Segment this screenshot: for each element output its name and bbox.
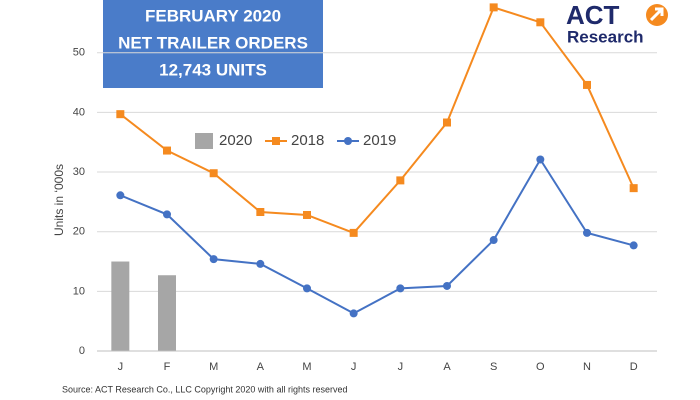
marker <box>536 155 545 164</box>
marker <box>396 176 405 185</box>
x-tick-label: S <box>490 361 497 373</box>
line <box>119 6 635 235</box>
legend-marker <box>272 137 280 145</box>
marker <box>303 284 311 293</box>
marker <box>116 110 125 119</box>
y-tick-label: 50 <box>73 47 85 59</box>
marker <box>163 210 171 219</box>
marker <box>443 118 451 127</box>
marker <box>396 284 405 293</box>
x-tick-label: J <box>351 361 357 373</box>
logo-text: ACT <box>566 0 620 30</box>
marker <box>163 146 171 155</box>
logo-arrow <box>649 7 664 22</box>
marker <box>209 255 218 264</box>
bar <box>158 275 176 351</box>
legend-label: 2019 <box>363 132 396 149</box>
logo-text: Research <box>567 27 644 46</box>
marker <box>209 169 218 178</box>
marker <box>489 236 498 245</box>
marker <box>443 281 451 290</box>
x-tick-label: A <box>443 361 451 373</box>
title-line: FEBRUARY 2020 <box>145 6 281 25</box>
title-box <box>103 0 323 88</box>
line <box>119 157 634 315</box>
marker <box>256 208 265 217</box>
x-tick-label: F <box>164 361 171 373</box>
x-tick-label: J <box>118 361 124 373</box>
y-tick-label: 0 <box>79 345 85 357</box>
x-tick-label: M <box>209 361 218 373</box>
marker <box>536 18 545 27</box>
marker <box>349 309 358 318</box>
x-tick-label: A <box>257 361 265 373</box>
y-tick-label: 30 <box>73 166 85 178</box>
marker <box>629 241 638 250</box>
x-tick-label: M <box>302 361 311 373</box>
bar <box>111 261 130 351</box>
marker <box>629 184 638 193</box>
marker <box>256 259 265 268</box>
x-tick-label: J <box>398 361 404 373</box>
source-note: Source: ACT Research Co., LLC Copyright … <box>62 384 347 394</box>
legend-label: 2018 <box>291 132 324 149</box>
marker <box>583 228 591 237</box>
legend-label: 2020 <box>219 132 252 149</box>
y-tick-label: 20 <box>73 226 85 238</box>
legend-marker <box>344 137 352 145</box>
x-tick-label: O <box>536 361 545 373</box>
marker <box>116 191 125 200</box>
legend-swatch <box>195 133 213 149</box>
y-axis-label: Units in ‘000s <box>52 164 66 236</box>
x-tick-label: D <box>630 361 638 373</box>
title-line: 12,743 UNITS <box>159 60 267 79</box>
x-tick-label: N <box>583 361 591 373</box>
y-tick-label: 40 <box>73 106 85 118</box>
marker <box>583 80 591 89</box>
marker <box>489 3 498 12</box>
marker <box>303 210 311 219</box>
title-line: NET TRAILER ORDERS <box>118 33 308 52</box>
marker <box>349 228 358 237</box>
y-tick-label: 10 <box>73 285 85 297</box>
